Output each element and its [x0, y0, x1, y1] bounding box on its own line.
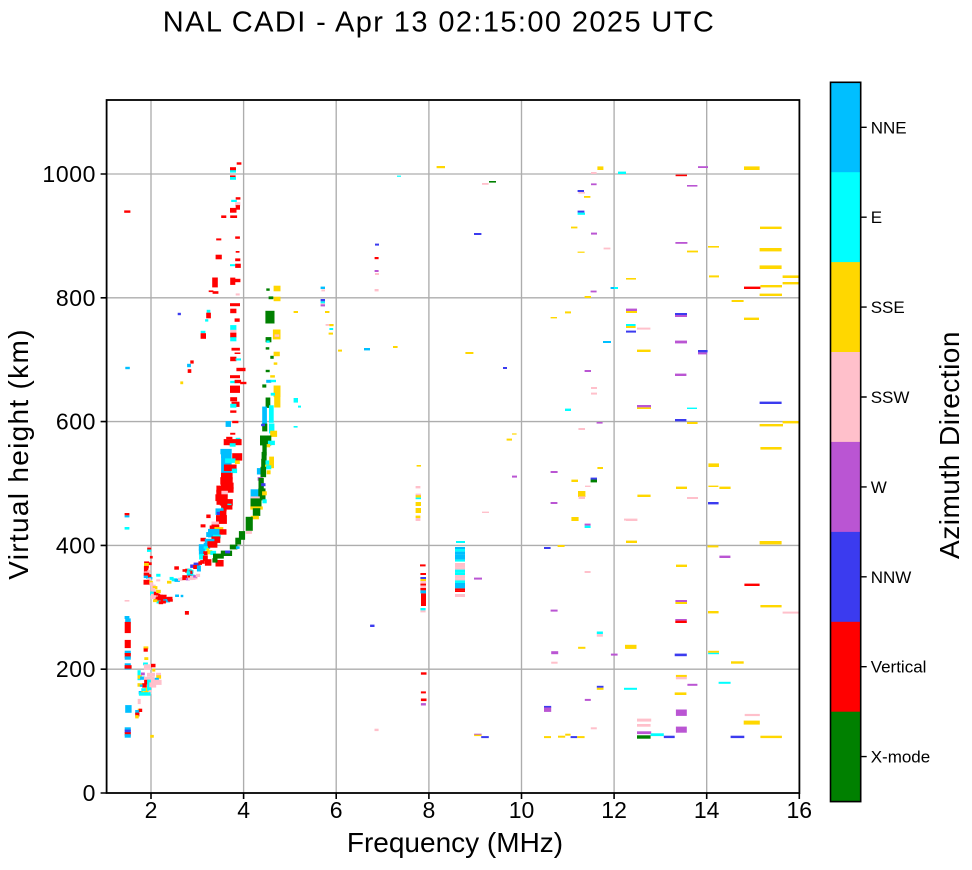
svg-text:8: 8 — [423, 797, 436, 823]
svg-text:NAL CADI - Apr 13 02:15:00 202: NAL CADI - Apr 13 02:15:00 2025 UTC — [163, 7, 715, 39]
svg-text:800: 800 — [56, 285, 96, 311]
svg-text:W: W — [871, 478, 887, 497]
svg-text:X-mode: X-mode — [871, 748, 931, 767]
svg-text:4: 4 — [237, 797, 250, 823]
svg-text:SSE: SSE — [871, 298, 905, 317]
svg-text:14: 14 — [694, 797, 720, 823]
svg-text:Frequency (MHz): Frequency (MHz) — [347, 827, 563, 858]
svg-text:16: 16 — [787, 797, 813, 823]
svg-text:200: 200 — [56, 656, 96, 682]
svg-text:NNW: NNW — [871, 568, 912, 587]
svg-text:Azimuth Direction: Azimuth Direction — [934, 331, 965, 559]
svg-text:2: 2 — [145, 797, 158, 823]
svg-text:1000: 1000 — [42, 161, 96, 187]
svg-text:600: 600 — [56, 409, 96, 435]
svg-text:400: 400 — [56, 532, 96, 558]
svg-text:12: 12 — [601, 797, 627, 823]
svg-text:Vertical: Vertical — [871, 658, 927, 677]
svg-text:SSW: SSW — [871, 388, 910, 407]
svg-text:NNE: NNE — [871, 118, 907, 137]
svg-text:0: 0 — [83, 780, 96, 806]
svg-text:10: 10 — [509, 797, 535, 823]
svg-text:6: 6 — [330, 797, 343, 823]
svg-text:E: E — [871, 208, 882, 227]
svg-text:Virtual height (km): Virtual height (km) — [3, 328, 34, 579]
